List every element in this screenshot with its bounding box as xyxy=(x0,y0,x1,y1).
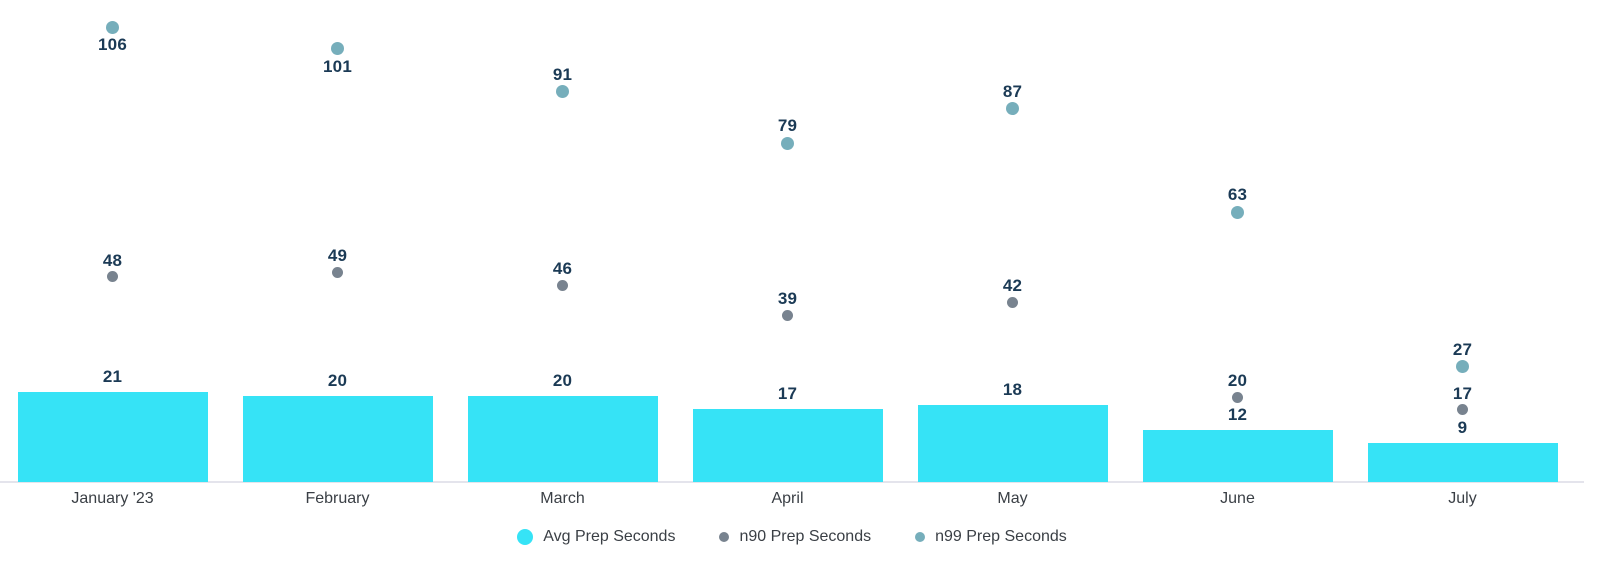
n99-value-label: 63 xyxy=(1227,185,1248,205)
x-axis-label: April xyxy=(771,490,804,507)
n99-value-label: 79 xyxy=(777,116,798,136)
n90-value-label: 42 xyxy=(1002,276,1023,296)
n99-dot[interactable] xyxy=(1456,360,1469,374)
n90-dot[interactable] xyxy=(1007,296,1018,308)
legend-item-n99-prep-seconds[interactable]: n99 Prep Seconds xyxy=(915,527,1067,547)
chart-legend: Avg Prep Seconds n90 Prep Seconds n99 Prep… xyxy=(0,527,1584,547)
avg-prep-bar[interactable] xyxy=(242,396,433,482)
n90-dot[interactable] xyxy=(1457,404,1468,416)
n90-value-label: 39 xyxy=(777,289,798,309)
avg-prep-bar[interactable] xyxy=(692,408,883,482)
n99-value-label: 87 xyxy=(1002,81,1023,101)
chart-column: 21 48 106 xyxy=(0,0,225,483)
legend-item-avg-prep-seconds[interactable]: Avg Prep Seconds xyxy=(517,527,675,547)
chart-column: 12 20 63 xyxy=(1125,0,1350,483)
chart-column: 18 42 87 xyxy=(900,0,1125,483)
legend-marker-icon xyxy=(915,532,926,542)
avg-prep-bar[interactable] xyxy=(1367,443,1558,482)
chart-column: 20 46 91 xyxy=(450,0,675,483)
legend-marker-icon xyxy=(719,532,730,542)
n99-value-label: 106 xyxy=(98,35,127,55)
x-axis-label: July xyxy=(1448,490,1477,507)
n90-value-label: 49 xyxy=(327,246,348,266)
x-axis-label: January '23 xyxy=(71,490,154,507)
x-axis-labels: January '23 February March April May June July xyxy=(0,483,1584,517)
n99-dot[interactable] xyxy=(331,42,344,56)
bar-value-label: 9 xyxy=(1457,418,1468,438)
n99-dot[interactable] xyxy=(781,136,794,150)
n90-dot[interactable] xyxy=(557,279,568,291)
legend-label: Avg Prep Seconds xyxy=(543,528,676,545)
legend-label: n90 Prep Seconds xyxy=(739,528,872,545)
x-axis-label: June xyxy=(1220,490,1255,507)
n99-dot[interactable] xyxy=(106,20,119,34)
n99-dot[interactable] xyxy=(556,85,569,99)
n99-value-label: 101 xyxy=(323,56,352,76)
plot-area: 21 48 106 20 49 101 20 46 91 17 39 79 18 42 87 12 20 63 9 1… xyxy=(0,0,1584,483)
bar-value-label: 18 xyxy=(1002,379,1023,399)
avg-prep-bar[interactable] xyxy=(17,391,208,482)
x-axis-label: May xyxy=(997,490,1028,507)
n99-dot[interactable] xyxy=(1231,205,1244,219)
x-axis-label: March xyxy=(540,490,585,507)
n99-value-label: 27 xyxy=(1452,339,1473,359)
n90-value-label: 46 xyxy=(552,259,573,279)
bar-value-label: 20 xyxy=(327,371,348,390)
n90-dot[interactable] xyxy=(1232,391,1243,403)
n90-dot[interactable] xyxy=(107,271,118,283)
n99-dot[interactable] xyxy=(1006,102,1019,116)
x-axis-line xyxy=(0,481,1584,483)
chart-column: 9 17 27 xyxy=(1350,0,1575,483)
bar-value-label: 20 xyxy=(552,371,573,390)
n90-value-label: 20 xyxy=(1227,371,1248,390)
n90-value-label: 17 xyxy=(1452,383,1473,403)
bar-value-label: 17 xyxy=(777,383,798,403)
avg-prep-bar[interactable] xyxy=(467,396,658,482)
legend-marker-icon xyxy=(517,529,534,545)
chart-column: 20 49 101 xyxy=(225,0,450,483)
n99-value-label: 91 xyxy=(552,64,573,84)
n90-dot[interactable] xyxy=(332,266,343,278)
bar-value-label: 21 xyxy=(102,366,123,386)
avg-prep-bar[interactable] xyxy=(1142,430,1333,482)
chart-column: 17 39 79 xyxy=(675,0,900,483)
legend-label: n99 Prep Seconds xyxy=(935,528,1067,545)
x-axis-label: February xyxy=(305,490,370,507)
bar-value-label: 12 xyxy=(1227,405,1248,425)
n90-value-label: 48 xyxy=(102,250,123,270)
legend-item-n90-prep-seconds[interactable]: n90 Prep Seconds xyxy=(719,527,871,547)
n90-dot[interactable] xyxy=(782,309,793,321)
avg-prep-bar[interactable] xyxy=(917,404,1108,482)
